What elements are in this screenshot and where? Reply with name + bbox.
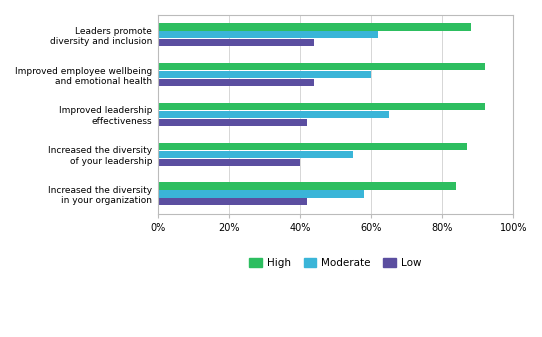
- Bar: [158, 23, 470, 31]
- Bar: [158, 143, 467, 150]
- Bar: [158, 79, 314, 86]
- Bar: [158, 63, 485, 70]
- Bar: [158, 103, 485, 110]
- Bar: [158, 198, 307, 206]
- Bar: [158, 159, 300, 166]
- Bar: [158, 71, 371, 78]
- Legend: High, Moderate, Low: High, Moderate, Low: [246, 254, 426, 272]
- Bar: [158, 190, 364, 197]
- Bar: [158, 111, 389, 118]
- Bar: [158, 151, 353, 158]
- Bar: [158, 31, 378, 38]
- Bar: [158, 119, 307, 126]
- Bar: [158, 39, 314, 47]
- Bar: [158, 182, 456, 190]
